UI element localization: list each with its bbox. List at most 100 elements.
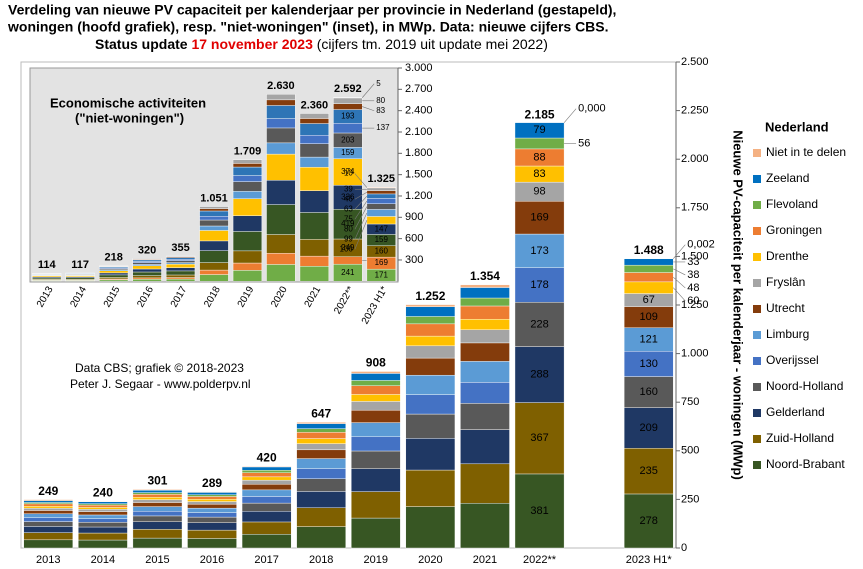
bar-segment [199, 269, 229, 275]
bar-segment [132, 265, 162, 270]
bar-segment [299, 212, 329, 240]
data-label: 288 [530, 369, 548, 381]
bar-segment [187, 504, 237, 509]
bar-segment [23, 507, 74, 511]
data-label: 33 [687, 256, 699, 268]
y-tick-label: 1.750 [681, 202, 709, 214]
bar-segment [199, 206, 229, 209]
total-label: 240 [93, 486, 113, 500]
legend-label: Overijssel [766, 353, 819, 367]
bar-segment [266, 127, 296, 144]
legend-label: Noord-Holland [766, 379, 843, 393]
bar-segment [187, 512, 237, 518]
bar-segment [460, 382, 510, 404]
total-label: 301 [147, 474, 167, 488]
total-label: 2.592 [334, 83, 362, 95]
bar-segment [132, 277, 162, 280]
bar-segment [296, 507, 346, 527]
bar-segment [299, 266, 329, 282]
data-label: 193 [341, 111, 355, 120]
y-tick-label: 1.800 [405, 147, 433, 159]
bar-segment [351, 394, 401, 402]
data-label: 80 [344, 224, 353, 233]
data-label: 46 [344, 194, 353, 203]
bar-segment [78, 514, 128, 519]
bar-segment [623, 351, 674, 377]
total-label: 1.051 [200, 192, 228, 204]
bar-segment [23, 510, 74, 514]
bar-segment [514, 402, 565, 475]
legend-label: Utrecht [766, 301, 805, 315]
total-label: 1.488 [634, 243, 664, 257]
bar-segment [232, 250, 263, 264]
bar-segment [241, 479, 292, 485]
bar-segment [232, 270, 263, 282]
data-label: 48 [687, 282, 699, 294]
total-label: 2.185 [525, 107, 555, 121]
bar-segment [405, 374, 456, 395]
bar-segment [232, 163, 263, 168]
label-leader [673, 276, 686, 289]
bar-segment [405, 438, 456, 471]
x-tick-label: 2021 [473, 554, 497, 566]
bar-segment [165, 263, 196, 268]
bar-segment [132, 271, 162, 276]
y-tick-label: 2.100 [405, 126, 433, 138]
bar-segment [199, 216, 229, 221]
data-label: 121 [640, 333, 658, 345]
bar-segment [351, 373, 401, 381]
data-label: 67 [643, 294, 655, 306]
bar-segment [514, 473, 565, 549]
bar-segment [405, 345, 456, 359]
bar-segment [623, 264, 674, 273]
bar-segment [266, 153, 296, 181]
bar-segment [460, 329, 510, 344]
data-label: 109 [640, 311, 658, 323]
bar-segment [132, 489, 183, 491]
legend-label: Gelderland [766, 405, 825, 419]
data-label: 0,000 [578, 103, 606, 115]
bar-segment [460, 284, 510, 288]
bar-segment [132, 521, 183, 530]
y-tick-label: 1.500 [405, 169, 433, 181]
bar-segment [132, 537, 183, 549]
x-tick-label: 2017 [254, 554, 278, 566]
data-label: 137 [376, 123, 390, 132]
bar-segment [266, 264, 296, 282]
bar-segment [623, 376, 674, 408]
total-label: 249 [38, 484, 58, 498]
bar-segment [78, 501, 128, 504]
bar-segment [266, 99, 296, 106]
data-label: 209 [640, 422, 658, 434]
bar-segment [405, 394, 456, 415]
y-tick-label: 0 [681, 542, 687, 554]
bar-segment [132, 275, 162, 279]
bar-segment [405, 316, 456, 325]
bar-segment [405, 413, 456, 439]
data-label: 249 [341, 243, 355, 252]
data-label: 160 [640, 386, 658, 398]
x-tick-label: 2014 [91, 554, 115, 566]
title-line: woningen (hoofd grafiek), resp. "niet-wo… [7, 19, 609, 35]
label-leader [354, 212, 368, 240]
inset-title: Economische activiteiten [50, 95, 206, 110]
bar-segment [460, 361, 510, 383]
bar-segment [165, 262, 196, 265]
legend-swatch [753, 305, 761, 313]
total-label: 2.360 [301, 99, 329, 111]
bar-segment [460, 403, 510, 430]
data-label: 80 [376, 96, 385, 105]
bar-segment [241, 502, 292, 512]
bar-segment [187, 491, 237, 493]
bar-segment [165, 270, 196, 276]
bar-segment [187, 494, 237, 497]
bar-segment [232, 262, 263, 271]
total-label: 320 [138, 244, 156, 256]
data-label: 60 [687, 295, 699, 307]
y-tick-label: 600 [405, 233, 423, 245]
label-leader [361, 83, 375, 98]
x-tick-label: 2022** [523, 554, 557, 566]
bar-segment [187, 496, 237, 500]
total-label: 289 [202, 476, 222, 490]
y-tick-label: 250 [681, 493, 699, 505]
